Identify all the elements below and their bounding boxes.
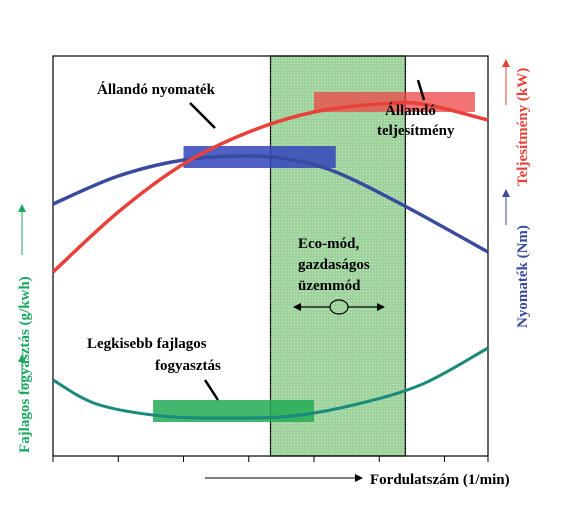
label-min-consumption-1: Legkisebb fajlagos — [87, 336, 207, 352]
y-axis-label-power: Teljesítmény (kW) — [515, 68, 531, 186]
label-constant-power-1: Állandó — [385, 102, 436, 119]
label-eco-2: gazdaságos — [298, 257, 370, 273]
eco-region-texture — [270, 56, 406, 456]
label-min-consumption-2: fogyasztás — [155, 358, 221, 374]
leader-constant-torque — [189, 102, 216, 129]
y-axis-label-consumption: Fajlagos fogyasztás (g/kwh) — [17, 276, 33, 453]
leader-constant-power — [416, 79, 426, 101]
label-eco-1: Eco-mód, — [298, 236, 359, 252]
plot-frame — [52, 55, 489, 457]
series-consumption-line — [52, 346, 489, 420]
y-axis-label-torque: Nyomaték (Nm) — [515, 225, 531, 328]
x-axis-label: Fordulatszám (1/min) — [370, 472, 510, 488]
leader-min-consumption — [203, 379, 220, 401]
eco-range-arrow — [293, 299, 385, 315]
series-torque-line — [52, 154, 489, 254]
label-constant-torque: Állandó nyomaték — [97, 81, 216, 98]
label-constant-power-2: teljesítmény — [377, 123, 455, 139]
label-eco-3: üzemmód — [298, 278, 361, 294]
series-power-line — [51, 100, 489, 274]
x-axis-ticks — [52, 456, 489, 462]
